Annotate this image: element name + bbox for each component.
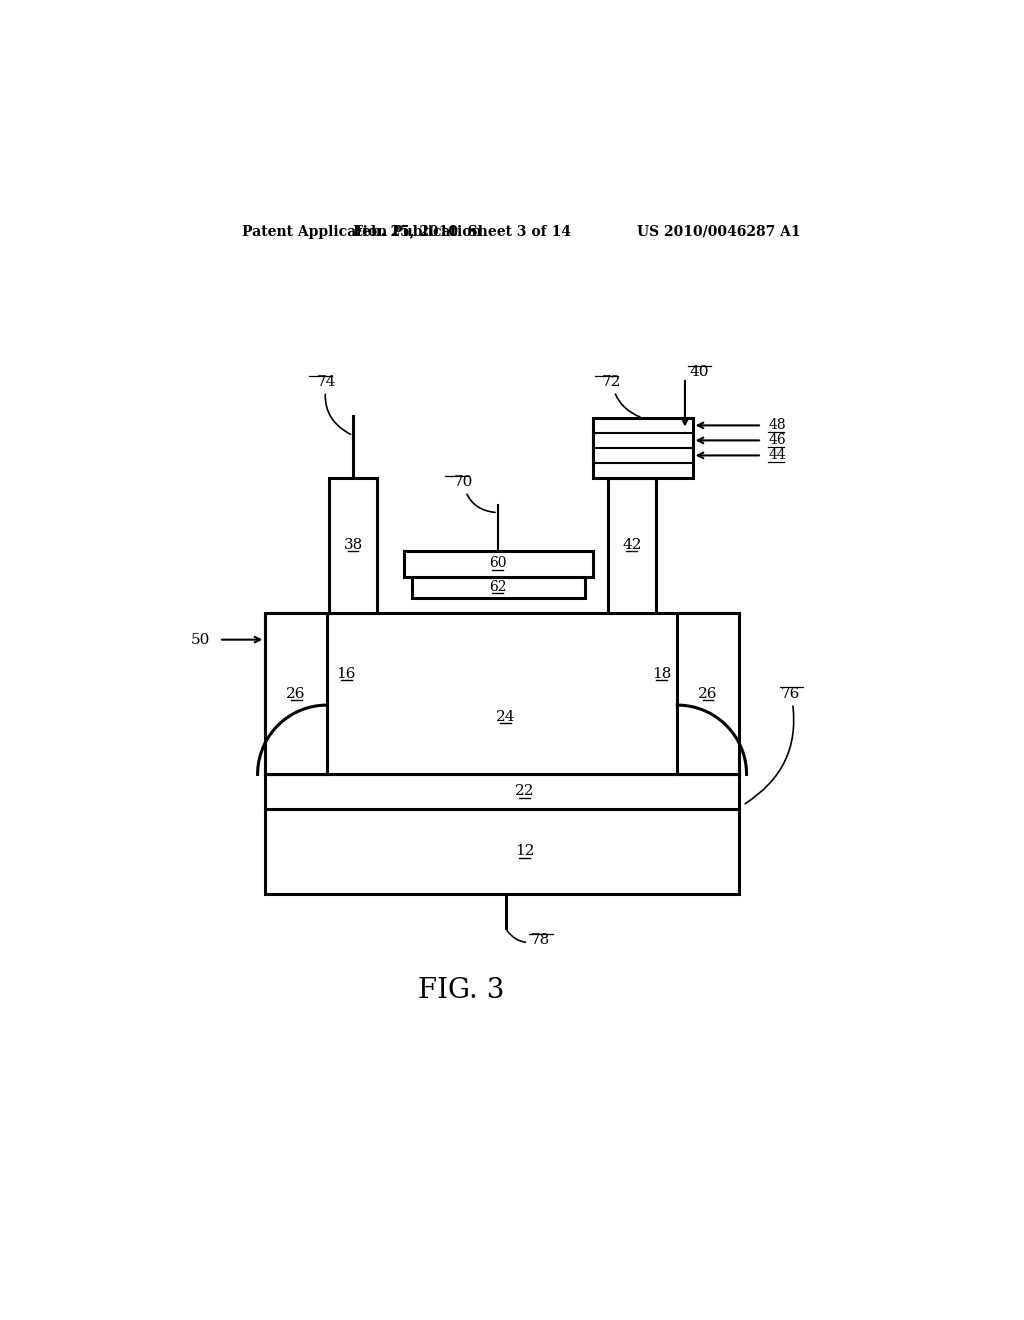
Text: 48: 48 <box>768 418 785 433</box>
Bar <box>265 612 327 775</box>
Bar <box>265 809 739 894</box>
Text: 62: 62 <box>489 581 507 594</box>
Text: Feb. 25, 2010  Sheet 3 of 14: Feb. 25, 2010 Sheet 3 of 14 <box>352 224 570 239</box>
Text: 72: 72 <box>602 375 640 417</box>
Text: US 2010/0046287 A1: US 2010/0046287 A1 <box>637 224 801 239</box>
Text: 70: 70 <box>454 475 495 512</box>
Text: Patent Application Publication: Patent Application Publication <box>243 224 482 239</box>
Bar <box>677 612 739 775</box>
Bar <box>265 612 739 775</box>
Text: 46: 46 <box>768 433 785 447</box>
Text: 40: 40 <box>689 366 709 379</box>
Text: 50: 50 <box>190 632 210 647</box>
Text: 18: 18 <box>652 668 672 681</box>
Text: 26: 26 <box>698 686 718 701</box>
Text: 60: 60 <box>489 557 507 570</box>
Text: 12: 12 <box>515 845 535 858</box>
Text: 76: 76 <box>745 686 801 804</box>
Text: FIG. 3: FIG. 3 <box>419 977 505 1003</box>
Text: 74: 74 <box>317 375 350 434</box>
Text: 78: 78 <box>507 931 550 946</box>
Text: 22: 22 <box>515 784 535 799</box>
Bar <box>593 418 692 478</box>
Text: 38: 38 <box>343 539 362 552</box>
Text: 42: 42 <box>623 539 642 552</box>
Bar <box>265 775 739 809</box>
Bar <box>330 478 377 612</box>
Text: 26: 26 <box>287 686 306 701</box>
Bar <box>403 552 593 577</box>
Text: 44: 44 <box>768 449 785 462</box>
Bar <box>608 478 655 612</box>
Text: 16: 16 <box>337 668 356 681</box>
Text: 24: 24 <box>496 710 515 723</box>
Bar <box>412 577 585 598</box>
